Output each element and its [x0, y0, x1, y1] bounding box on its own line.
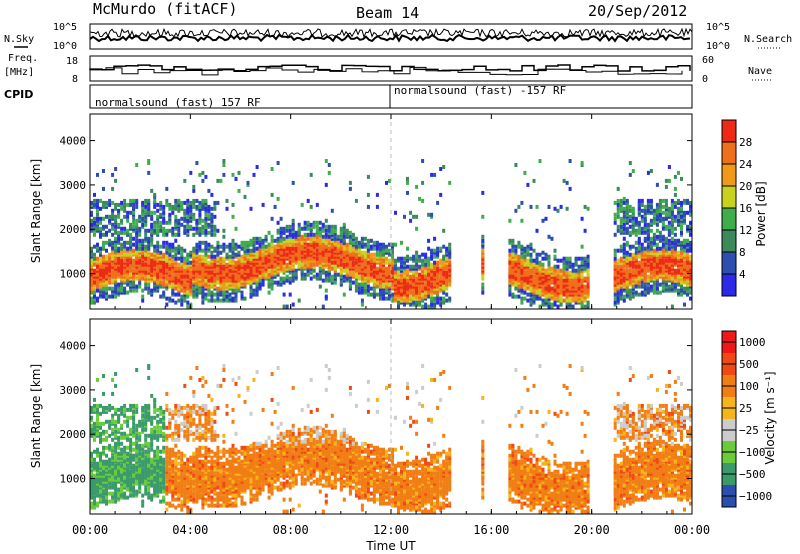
colorbar-swatch: [722, 120, 736, 142]
cpid-panel: CPID normalsound (fast) 157 RF normalsou…: [4, 84, 693, 109]
xaxis-label: Time UT: [365, 539, 416, 553]
cpid-label: CPID: [4, 88, 33, 101]
velocity-ylabel: Slant Range [km]: [29, 364, 43, 468]
power-panel: 1000 2000 3000 4000 Slant Range [km]: [29, 113, 693, 310]
colorbar-swatch: [722, 208, 736, 230]
power-cbar-tick: 4: [739, 268, 746, 281]
cpid-segment-1: normalsound (fast) 157 RF: [95, 96, 261, 109]
freq-label: Freq.: [8, 53, 38, 64]
power-yticks-label: 2000: [60, 223, 87, 236]
noise-left-tick-high: 10^5: [53, 22, 77, 33]
power-cbar-tick: 8: [739, 246, 746, 259]
vel-cbar-tick: 1000: [739, 336, 766, 349]
freq-unit-label: [MHz]: [4, 67, 34, 78]
colorbar-swatch: [722, 142, 736, 164]
xaxis-tick-label: 20:00: [574, 523, 610, 537]
colorbar-swatch: [722, 274, 736, 296]
power-yticks-label: 1000: [60, 268, 87, 281]
power-ylabel: Slant Range [km]: [29, 159, 43, 263]
noise-panel: 10^5 10^0 10^5 10^0 N.Sky N.Search: [4, 22, 792, 52]
power-colorbar: Power [dB] 4 8 12 16 20 24 28: [721, 119, 768, 297]
nsky-label: N.Sky: [4, 34, 34, 45]
noise-right-tick-low: 10^0: [706, 41, 730, 52]
power-heatmap: [90, 159, 692, 309]
noise-search-line: [89, 27, 693, 39]
noise-left-tick-low: 10^0: [53, 41, 77, 52]
station-title: McMurdo (fitACF): [93, 0, 238, 18]
power-cbar-tick: 28: [739, 136, 752, 149]
vel-cbar-tick: −1000: [739, 490, 772, 503]
noise-right-tick-high: 10^5: [706, 22, 730, 33]
nave-tick-low: 0: [702, 74, 708, 85]
colorbar-swatch: [722, 230, 736, 252]
xaxis-tick-label: 12:00: [373, 523, 409, 537]
vel-cbar-tick: −100: [739, 446, 766, 459]
colorbar-swatch: [722, 164, 736, 186]
power-cbar-tick: 16: [739, 202, 752, 215]
power-cbar-tick: 12: [739, 224, 752, 237]
vel-cbar-tick: −25: [739, 424, 759, 437]
nave-line: [89, 66, 683, 76]
velocity-colorbar: Velocity [m s⁻¹] 1000 500 100 25 −25 −100 −500…: [721, 330, 777, 508]
vel-yticks-label: 2000: [60, 428, 87, 441]
xaxis-tick-label: 08:00: [273, 523, 309, 537]
freq-tick-low: 8: [72, 74, 78, 85]
frequency-panel: Freq. [MHz] 18 8 60 0 Nave: [4, 53, 772, 85]
velocity-panel: 1000 2000 3000 4000 Slant Range [km]: [29, 318, 693, 515]
velocity-heatmap: [90, 364, 692, 514]
xaxis-tick-label: 00:00: [72, 523, 108, 537]
nave-label: Nave: [748, 66, 772, 77]
colorbar-swatch: [722, 252, 736, 274]
vel-cbar-tick: 500: [739, 358, 759, 371]
vel-yticks-label: 4000: [60, 340, 87, 353]
beam-title: Beam 14: [356, 4, 419, 22]
nave-tick-high: 60: [702, 55, 714, 66]
power-cbar-tick: 20: [739, 180, 752, 193]
nsearch-label: N.Search: [744, 34, 792, 45]
power-yticks-label: 4000: [60, 135, 87, 148]
power-colorbar-label: Power [dB]: [754, 181, 768, 246]
time-axis: Time UT 00:00 04:00 08:00 12:00 16:00 20:00 00…: [72, 114, 710, 553]
cpid-segment-2: normalsound (fast) -157 RF: [394, 84, 566, 97]
vel-yticks-label: 1000: [60, 473, 87, 486]
colorbar-swatch: [722, 186, 736, 208]
freq-tick-high: 18: [66, 56, 78, 67]
velocity-colorbar-label: Velocity [m s⁻¹]: [763, 371, 777, 464]
vel-yticks-label: 3000: [60, 384, 87, 397]
vel-cbar-tick: −500: [739, 468, 766, 481]
power-cbar-tick: 24: [739, 158, 753, 171]
vel-cbar-tick: 25: [739, 402, 752, 415]
xaxis-tick-label: 16:00: [473, 523, 509, 537]
vel-cbar-tick: 100: [739, 380, 759, 393]
power-yticks-label: 3000: [60, 179, 87, 192]
xaxis-tick-label: 00:00: [674, 523, 710, 537]
noise-sky-line: [89, 33, 691, 43]
date-title: 20/Sep/2012: [588, 2, 687, 20]
xaxis-tick-label: 04:00: [172, 523, 208, 537]
